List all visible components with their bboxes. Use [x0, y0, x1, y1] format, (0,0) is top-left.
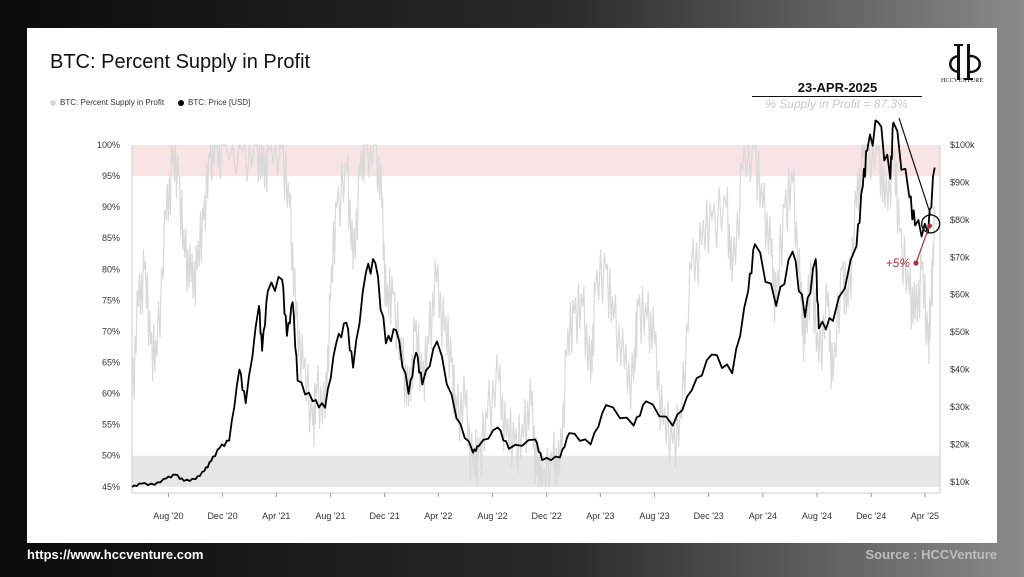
- series-line-supply-in-profit: [131, 144, 936, 488]
- y-right-tick-label: $40k: [950, 365, 970, 375]
- y-left-tick-label: 60%: [102, 389, 120, 399]
- callout-detail: % Supply in Profit = 87.3%: [765, 97, 908, 111]
- y-left-tick-label: 100%: [97, 140, 120, 150]
- x-tick-label: Dec '20: [207, 511, 237, 521]
- y-right-tick-label: $90k: [950, 177, 970, 187]
- change-label: +5%: [886, 256, 911, 270]
- x-tick-label: Dec '21: [369, 511, 399, 521]
- legend-dot-supply: [50, 99, 56, 106]
- y-left-tick-label: 50%: [102, 451, 120, 461]
- y-right-tick-label: $70k: [950, 252, 970, 262]
- x-tick-label: Aug '23: [639, 511, 669, 521]
- y-left-tick-label: 80%: [102, 264, 120, 274]
- chart-title: BTC: Percent Supply in Profit: [50, 51, 311, 73]
- footer-source: Source : HCCVenture: [865, 547, 997, 562]
- chart-card: BTC: Percent Supply in Profit BTC: Perce…: [27, 28, 997, 543]
- x-tick-label: Aug '20: [153, 511, 183, 521]
- change-dot: [913, 260, 919, 266]
- y-right-tick-label: $60k: [950, 290, 970, 300]
- x-tick-label: Dec '22: [532, 511, 562, 521]
- legend-label-supply: BTC: Percent Supply in Profit: [60, 98, 165, 107]
- y-left-tick-label: 70%: [102, 326, 120, 336]
- change-pointer-line: [915, 227, 930, 264]
- y-left-tick-label: 85%: [102, 233, 120, 243]
- legend-label-price: BTC: Price [USD]: [188, 98, 251, 107]
- y-left-tick-label: 75%: [102, 295, 120, 305]
- y-left-tick-label: 45%: [102, 482, 120, 492]
- x-tick-label: Aug '22: [477, 511, 507, 521]
- logo-text: HCCVENTURE: [941, 78, 984, 84]
- chart-legend: BTC: Percent Supply in Profit BTC: Price…: [50, 98, 250, 107]
- x-tick-label: Apr '22: [424, 511, 452, 521]
- x-tick-label: Apr '25: [911, 511, 939, 521]
- y-right-tick-label: $100k: [950, 140, 975, 150]
- x-tick-label: Aug '21: [315, 511, 345, 521]
- y-right-tick-label: $30k: [950, 402, 970, 412]
- callout-divider: [752, 96, 922, 97]
- change-end-dot: [927, 223, 933, 229]
- y-left-tick-label: 65%: [102, 358, 120, 368]
- callout-pointer-line: [898, 117, 932, 216]
- y-left-tick-label: 90%: [102, 202, 120, 212]
- y-right-tick-label: $80k: [950, 215, 970, 225]
- hccventure-logo-icon: [949, 44, 981, 80]
- legend-dot-price: [178, 99, 185, 106]
- y-right-tick-label: $10k: [950, 477, 970, 487]
- y-right-tick-label: $50k: [950, 327, 970, 337]
- chart-plot: 45% 50% 55% 60% 65% 70% 75% 80% 85% 90% 95% 100% $10…: [97, 117, 975, 521]
- series-line-btc-price: [131, 119, 936, 488]
- y-left-tick-label: 95%: [102, 171, 120, 181]
- callout-date: 23-APR-2025: [797, 80, 878, 95]
- x-tick-label: Aug '24: [802, 511, 832, 521]
- x-tick-label: Apr '21: [262, 511, 290, 521]
- x-tick-label: Dec '23: [694, 511, 724, 521]
- x-tick-label: Apr '23: [586, 511, 614, 521]
- legend-item-supply[interactable]: BTC: Percent Supply in Profit: [50, 98, 164, 107]
- y-right-tick-label: $20k: [950, 439, 970, 449]
- y-left-tick-label: 55%: [102, 420, 120, 430]
- footer-website[interactable]: https://www.hccventure.com: [27, 547, 204, 562]
- legend-item-price[interactable]: BTC: Price [USD]: [178, 98, 250, 107]
- x-tick-label: Apr '24: [749, 511, 777, 521]
- x-tick-label: Dec '24: [856, 511, 886, 521]
